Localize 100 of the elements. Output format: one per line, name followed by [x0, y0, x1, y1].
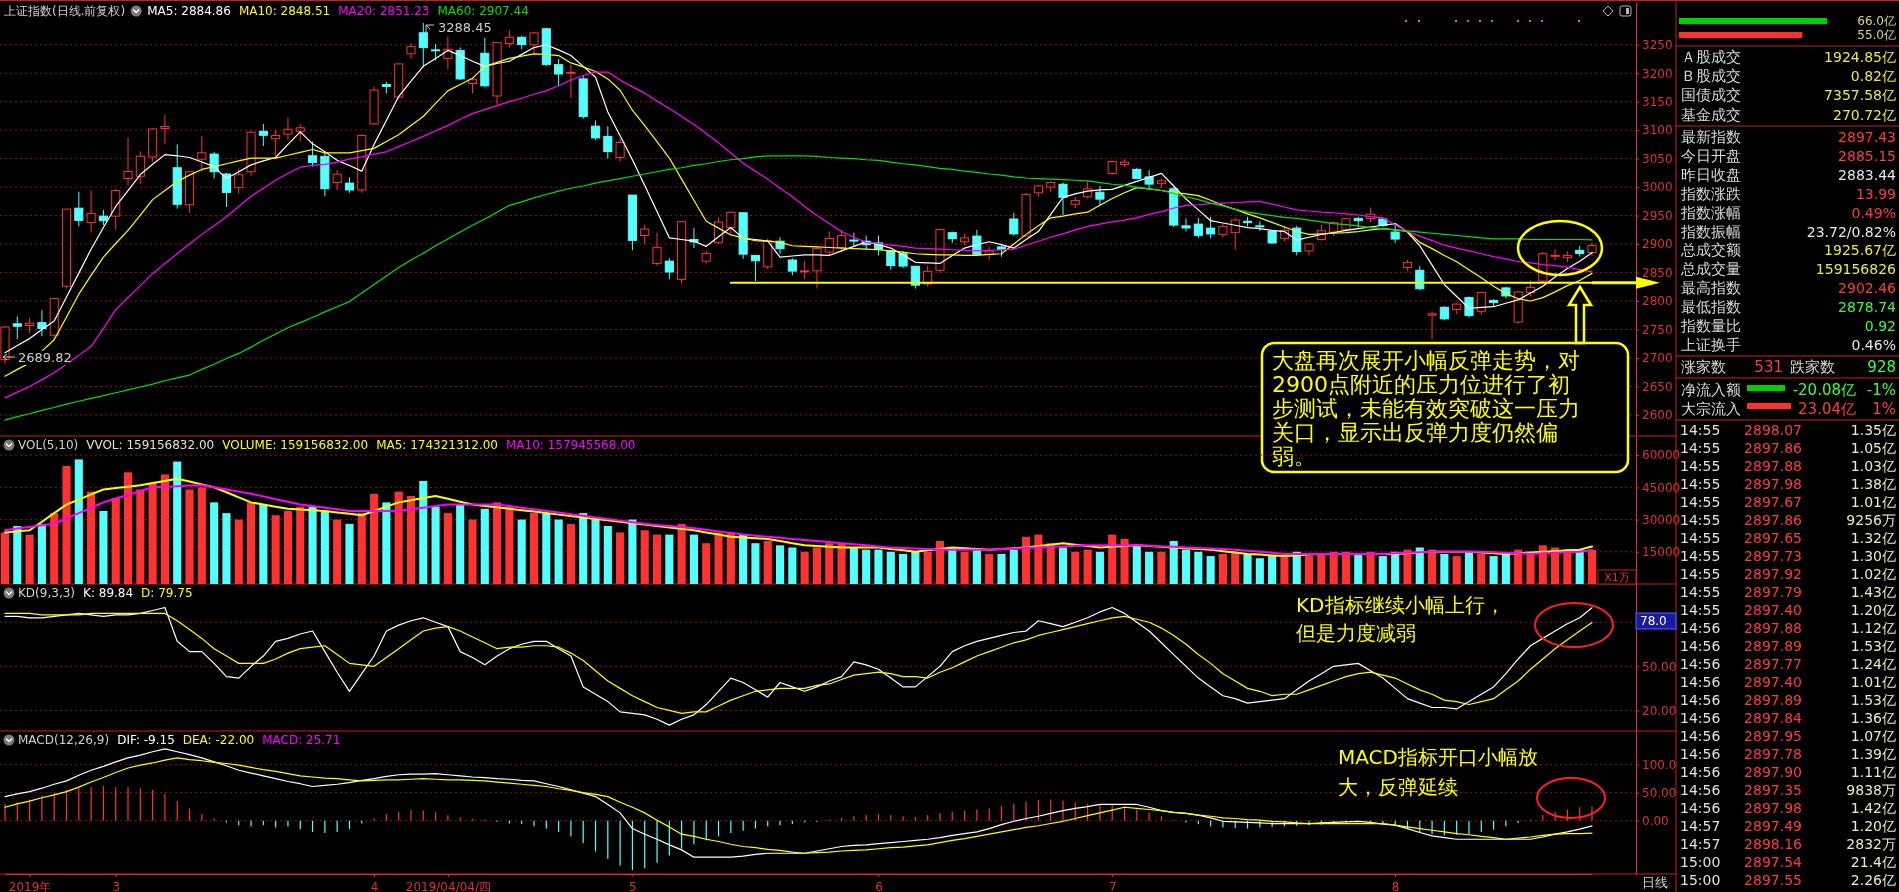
category-label: 14:56 — [1680, 728, 1721, 744]
series-label: D: 79.75 — [141, 586, 193, 600]
y-tick-label: 60000 — [1642, 448, 1681, 463]
text: MA60: 2907.44 — [437, 4, 529, 18]
category-label: 15:00 — [1680, 854, 1721, 870]
text: 21.4亿 — [1850, 854, 1896, 870]
annotation: MACD指标开口小幅放大，反弹延续 — [1338, 745, 1538, 799]
category-label: 14:55 — [1680, 422, 1721, 438]
text: 9838万 — [1846, 782, 1896, 798]
text: 2897.89 — [1744, 692, 1802, 708]
text: 跌家数 — [1790, 358, 1835, 376]
series-label: DEA: -22.00 — [182, 733, 255, 747]
legend-label: MA5: 2884.86 — [147, 4, 231, 18]
text: -1% — [1866, 381, 1896, 399]
text: 1.20亿 — [1850, 818, 1896, 834]
text: 531 — [1754, 358, 1783, 376]
text: 1.38亿 — [1850, 476, 1896, 492]
text: 1% — [1872, 400, 1896, 418]
category-label: 14:55 — [1680, 548, 1721, 564]
series-label: DIF: -9.15 — [117, 733, 175, 747]
category-label: 14:55 — [1680, 602, 1721, 618]
text: 1.42亿 — [1850, 800, 1896, 816]
y-tick-label: 3100 — [1642, 123, 1673, 138]
text: 2897.67 — [1744, 494, 1802, 510]
y-tick-label: 2950 — [1642, 208, 1673, 223]
text: 270.72亿 — [1833, 106, 1896, 123]
text: 2897.77 — [1744, 656, 1802, 672]
text: 2897.79 — [1744, 584, 1802, 600]
category-label: 基金成交 — [1681, 105, 1741, 124]
category-label: 指数涨跌 — [1680, 184, 1741, 203]
text: 2897.98 — [1744, 800, 1802, 816]
x-tick-label: 4 — [370, 879, 379, 892]
y-tick-label: 50.00 — [1642, 786, 1677, 801]
category-label: 14:56 — [1680, 674, 1721, 690]
text: 2897.98 — [1744, 476, 1802, 492]
category-label: 最新指数 — [1681, 128, 1741, 146]
text: 日线 — [1642, 875, 1668, 890]
annotation: MACD: 25.71 — [262, 733, 341, 747]
category-label: 14:56 — [1680, 800, 1721, 816]
y-tick-label: 2600 — [1642, 408, 1673, 423]
text: 1.20亿 — [1850, 602, 1896, 618]
y-tick-label: 45000 — [1642, 480, 1681, 495]
category-label: 指数涨幅 — [1680, 203, 1741, 222]
annotation: 3288.45 — [438, 20, 492, 35]
y-tick-label: 50.00 — [1642, 659, 1677, 674]
text: 2885.15 — [1838, 147, 1896, 164]
text: 1.07亿 — [1850, 728, 1896, 744]
text: 1.12亿 — [1850, 620, 1896, 636]
text: 2.26亿 — [1850, 872, 1896, 888]
series-label: K: 89.84 — [83, 586, 134, 600]
text: 大宗流入 — [1681, 400, 1741, 418]
text: 1.05亿 — [1850, 440, 1896, 456]
text: 2832万 — [1846, 836, 1896, 852]
text: 净流入额 — [1681, 381, 1741, 399]
text: 1.53亿 — [1850, 692, 1896, 708]
category-label: 今日开盘 — [1681, 146, 1741, 165]
text: 1925.67亿 — [1824, 242, 1896, 259]
text: 159156826 — [1815, 261, 1896, 278]
text: 1.24亿 — [1850, 656, 1896, 672]
category-label: 14:55 — [1680, 494, 1721, 510]
chart-title: KD(9,3,3) — [18, 586, 76, 600]
y-tick-label: 0.00 — [1642, 814, 1669, 829]
text: 1.43亿 — [1850, 584, 1896, 600]
category-label: 14:56 — [1680, 764, 1721, 780]
category-label: 14:56 — [1680, 620, 1721, 636]
text: 1.02亿 — [1850, 566, 1896, 582]
text: 7357.58亿 — [1824, 87, 1896, 104]
y-tick-label: 3250 — [1642, 38, 1673, 53]
text: 2878.74 — [1838, 299, 1896, 316]
category-label: 指数振幅 — [1680, 222, 1741, 241]
text: 13.99 — [1855, 185, 1896, 202]
x-tick-label: 2019/04/04/四 — [405, 879, 491, 892]
text: 1.53亿 — [1850, 638, 1896, 654]
text: 2897.40 — [1744, 602, 1802, 618]
text: 2898.07 — [1744, 422, 1802, 438]
category-label: 14:56 — [1680, 782, 1721, 798]
annotation: VVOL: 159156832.00 — [86, 438, 215, 452]
text: 2883.44 — [1838, 166, 1896, 183]
x-tick-label: 6 — [875, 879, 883, 892]
category-label: Ｂ股成交 — [1681, 67, 1741, 86]
text: 2897.55 — [1744, 872, 1802, 888]
category-label: 14:56 — [1680, 746, 1721, 762]
y-axis-title: X1万 — [1604, 571, 1630, 584]
category-label: 最低指数 — [1681, 298, 1741, 317]
y-tick-label: 2650 — [1642, 379, 1673, 394]
text: 2897.43 — [1838, 129, 1896, 145]
category-label: 14:55 — [1680, 476, 1721, 492]
y-tick-label: 2700 — [1642, 351, 1673, 366]
text: 1.30亿 — [1850, 548, 1896, 564]
text: 1.01亿 — [1850, 494, 1896, 510]
x-tick-label: 7 — [1108, 879, 1117, 892]
category-label: 昨日收盘 — [1681, 165, 1741, 184]
annotation: MA10: 157945568.00 — [505, 438, 636, 452]
category-label: 14:55 — [1680, 566, 1721, 582]
text: 涨家数 — [1681, 358, 1726, 376]
text: -20.08亿 — [1792, 381, 1856, 399]
text: 2897.86 — [1744, 512, 1802, 528]
text: 2897.86 — [1744, 440, 1802, 456]
annotation: VOLUME: 159156832.00 — [222, 438, 369, 452]
x-tick-label: 8 — [1391, 879, 1400, 892]
